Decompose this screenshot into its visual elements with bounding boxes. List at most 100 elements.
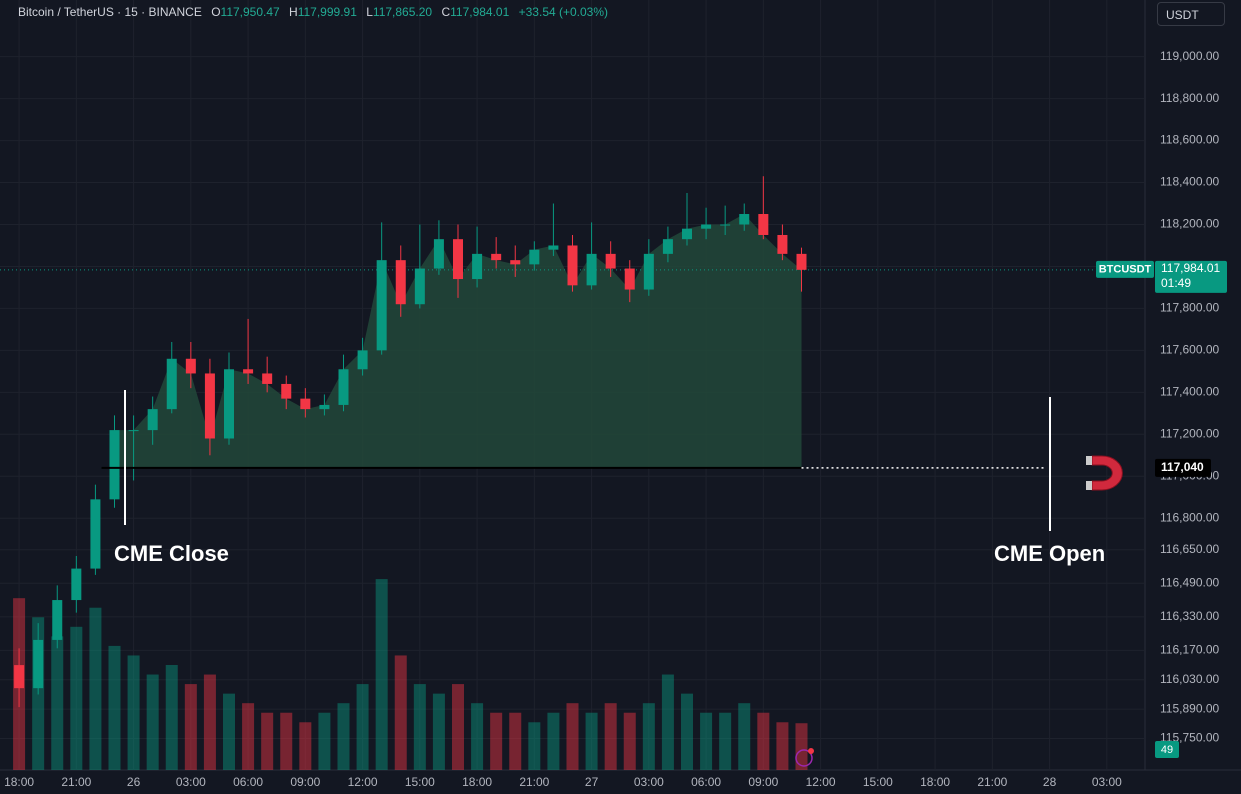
volume-bar xyxy=(623,712,636,770)
volume-bar xyxy=(203,674,216,770)
volume-bar xyxy=(261,712,274,770)
magnet-tip xyxy=(1086,481,1092,490)
candle-body xyxy=(453,239,463,280)
candle-body xyxy=(548,245,559,250)
volume-bar xyxy=(795,723,808,770)
y-tick-label: 115,890.00 xyxy=(1160,701,1219,715)
candle-body xyxy=(777,234,788,254)
plot xyxy=(0,0,1145,770)
x-tick-label: 28 xyxy=(1043,775,1057,789)
candle-body xyxy=(529,249,540,265)
label: C xyxy=(441,5,451,19)
volume-bar xyxy=(509,712,522,770)
volume-bar xyxy=(642,703,655,770)
volume-bar xyxy=(299,722,312,770)
candle-body xyxy=(682,228,692,240)
volume-bar xyxy=(51,636,64,770)
candle-body xyxy=(224,369,234,439)
y-tick-label: 116,650.00 xyxy=(1160,542,1219,556)
candle-body xyxy=(624,268,635,290)
candle-body xyxy=(109,430,120,500)
y-tick-label: 116,330.00 xyxy=(1160,609,1219,623)
x-tick-label: 15:00 xyxy=(405,775,435,789)
volume-bar xyxy=(375,579,388,770)
candle-body xyxy=(243,369,254,374)
label: L xyxy=(366,5,373,19)
x-tick-label: 03:00 xyxy=(176,775,206,789)
volume-box xyxy=(1155,741,1179,758)
x-tick-label: 12:00 xyxy=(348,775,378,789)
candle-body xyxy=(90,499,101,569)
label: H xyxy=(289,5,298,19)
candle-body xyxy=(739,214,750,225)
candle-body xyxy=(510,260,521,265)
candle-body xyxy=(262,373,273,384)
y-tick-label: 118,800.00 xyxy=(1160,91,1219,105)
x-tick-label: 03:00 xyxy=(1092,775,1122,789)
y-tick-label: 117,400.00 xyxy=(1160,385,1219,399)
countdown: 01:49 xyxy=(1161,276,1191,290)
volume-bar xyxy=(432,693,445,770)
symbol-tag-text: BTCUSDT xyxy=(1099,264,1152,276)
volume-bar xyxy=(127,655,140,770)
y-tick-label: 117,600.00 xyxy=(1160,343,1219,357)
y-tick-label: 116,030.00 xyxy=(1160,672,1219,686)
volume-bar xyxy=(165,665,178,770)
volume-bar xyxy=(356,684,369,770)
price-axis-bg xyxy=(1145,0,1241,794)
x-tick-label: 21:00 xyxy=(61,775,91,789)
volume-bar xyxy=(70,626,83,770)
volume-bar xyxy=(738,703,751,770)
candle-body xyxy=(300,398,311,410)
candle-body xyxy=(643,253,654,290)
currency-button[interactable]: USDT xyxy=(1157,2,1225,26)
x-tick-label: 09:00 xyxy=(748,775,778,789)
notify-dot xyxy=(808,748,814,754)
candle-body xyxy=(33,639,44,689)
volume-bar xyxy=(242,703,255,770)
volume-bar xyxy=(719,712,732,770)
volume-bar xyxy=(604,703,617,770)
symbol: Bitcoin / TetherUS · 15 · BINANCE xyxy=(18,5,202,19)
candle-body xyxy=(204,373,215,439)
x-tick-label: 03:00 xyxy=(634,775,664,789)
candle-body xyxy=(395,260,406,305)
candle-body xyxy=(52,600,63,640)
candle-body xyxy=(796,253,807,270)
candle-body xyxy=(147,409,158,431)
volume-bar xyxy=(108,645,121,770)
x-tick-label: 06:00 xyxy=(233,775,263,789)
symbol-tag xyxy=(1096,260,1154,278)
y-tick-label: 116,800.00 xyxy=(1160,510,1219,524)
candle-body xyxy=(662,239,673,254)
value: 117,950.47 xyxy=(220,5,280,19)
candle-body xyxy=(376,260,387,351)
y-tick-label: 117,800.00 xyxy=(1160,301,1219,315)
y-tick-label: 118,400.00 xyxy=(1160,175,1219,189)
candle-body xyxy=(491,253,502,261)
label: O xyxy=(211,5,221,19)
last-price-label: 117,984.01 xyxy=(1161,261,1220,275)
change: +33.54 (+0.03%) xyxy=(518,5,609,19)
volume-bar xyxy=(757,712,770,770)
candle-body xyxy=(586,253,597,286)
candle-body xyxy=(128,430,139,432)
candle-body xyxy=(433,239,444,269)
x-tick-label: 21:00 xyxy=(519,775,549,789)
y-tick-label: 116,490.00 xyxy=(1160,575,1219,589)
volume-bar xyxy=(318,712,331,770)
annotation: CME Open xyxy=(994,541,1105,566)
candle-body xyxy=(185,358,196,374)
candle-body xyxy=(357,350,368,370)
gap-level-label: 117,040 xyxy=(1161,460,1204,474)
x-tick-label: 18:00 xyxy=(4,775,34,789)
candle-body xyxy=(319,404,330,410)
value: 117,999.91 xyxy=(297,5,357,19)
x-tick-label: 21:00 xyxy=(977,775,1007,789)
legend-header: Bitcoin / TetherUS · 15 · BINANCE O117,9… xyxy=(18,5,608,19)
candle-body xyxy=(414,268,425,305)
candle-body xyxy=(14,665,25,689)
x-tick-label: 06:00 xyxy=(691,775,721,789)
